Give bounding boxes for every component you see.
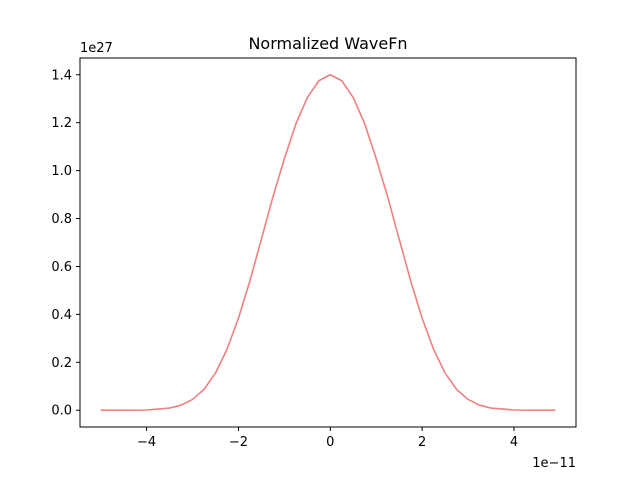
y-tick-label: 1.2 (51, 116, 72, 131)
y-tick-label: 0.0 (51, 404, 72, 419)
y-tick-label: 1.4 (51, 68, 72, 83)
x-axis-offset-label: 1e−11 (532, 456, 576, 471)
y-axis-offset-label: 1e27 (80, 41, 113, 56)
x-tick-label: 4 (510, 435, 518, 450)
x-tick-label: 0 (326, 435, 334, 450)
ticks-group: −4 −2 0 2 4 0.0 0.2 0.4 0.6 0.8 1.0 1.2 1.4 (51, 68, 518, 450)
axes-frame (79, 57, 577, 428)
plot-area (100, 73, 556, 412)
y-tick-label: 0.8 (51, 212, 72, 227)
chart-title: Normalized WaveFn (248, 34, 407, 53)
y-tick-label: 1.0 (51, 164, 72, 179)
y-tick-label: 0.4 (51, 308, 72, 323)
x-tick-label: 2 (418, 435, 426, 450)
y-tick-label: 0.2 (51, 356, 72, 371)
y-tick-label: 0.6 (51, 260, 72, 275)
x-tick-label: −2 (229, 435, 248, 450)
series-line-0 (100, 73, 556, 412)
x-tick-label: −4 (137, 435, 156, 450)
